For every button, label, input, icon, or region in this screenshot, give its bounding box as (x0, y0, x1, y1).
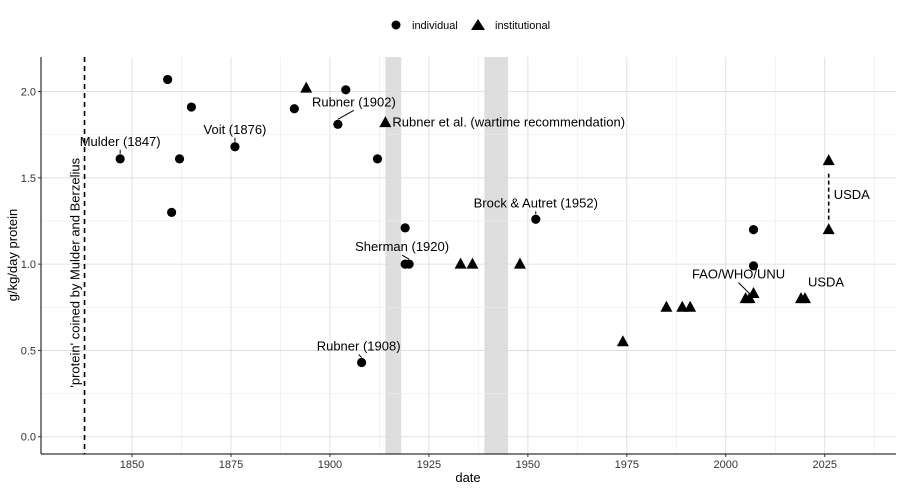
y-tick-label: 0.0 (21, 432, 36, 444)
x-tick-label: 1975 (615, 459, 639, 471)
point-individual (341, 85, 351, 95)
point-institutional (454, 257, 467, 269)
tick-labels: 1850 1875 1900 1925 1950 1975 2000 2025 0.0 0.5 1.… (21, 87, 837, 471)
point-institutional (300, 81, 313, 93)
x-tick-label: 1900 (318, 459, 342, 471)
point-institutional (747, 286, 760, 298)
point-individual (372, 154, 383, 164)
axes (40, 57, 896, 455)
point-individual (289, 104, 299, 114)
annotation-label: USDA (808, 275, 844, 290)
annotations: Mulder (1847) Voit (1876) Rubner (1902) Rub… (80, 94, 870, 353)
y-tick-label: 0.5 (21, 345, 36, 357)
x-tick-label: 1875 (219, 459, 243, 471)
x-tick-label: 2025 (813, 459, 837, 471)
grid (41, 57, 896, 454)
annotation-leader (401, 254, 410, 260)
point-individual (357, 357, 367, 368)
annotation-leader (337, 109, 355, 120)
annotation-label: Mulder (1847) (80, 134, 161, 149)
annotation-label: Rubner et al. (wartime recommendation) (392, 115, 625, 130)
point-individual (115, 154, 125, 164)
annotation-label: FAO/WHO/UNU (692, 267, 785, 282)
legend-label-institutional: institutional (495, 20, 550, 32)
legend-circle-marker (391, 20, 401, 30)
legend-label-individual: individual (412, 20, 458, 32)
y-tick-label: 1.0 (21, 259, 36, 271)
data-points (115, 74, 835, 368)
point-institutional (660, 300, 673, 312)
protein-coined-line: 'protein' coined by Mulder and Berzelius (68, 57, 86, 454)
annotation-label: USDA (834, 187, 870, 202)
point-individual (748, 225, 759, 235)
point-individual (167, 207, 177, 217)
point-individual (531, 214, 541, 224)
shaded-periods (385, 57, 509, 454)
x-tick-label: 1850 (120, 459, 144, 471)
legend: individual institutional (391, 19, 550, 32)
point-institutional (822, 154, 835, 166)
point-institutional (513, 257, 526, 269)
shaded-period-0 (385, 57, 402, 454)
point-institutional (466, 257, 479, 269)
x-tick-label: 1925 (417, 459, 441, 471)
y-tick-label: 2.0 (21, 87, 36, 99)
point-individual (404, 259, 414, 269)
point-individual (748, 261, 759, 271)
annotation-leader (358, 354, 362, 358)
protein-coined-label: 'protein' coined by Mulder and Berzelius (68, 157, 83, 387)
point-institutional (822, 223, 835, 235)
annotation-label: Sherman (1920) (355, 239, 449, 254)
point-institutional (684, 300, 697, 312)
point-institutional (616, 335, 629, 347)
legend-triangle-marker (471, 19, 485, 30)
y-tick-label: 1.5 (21, 173, 36, 185)
annotation-label: Rubner (1902) (312, 94, 396, 109)
point-individual (163, 74, 173, 85)
y-axis-title: g/kg/day protein (5, 209, 20, 302)
point-individual (186, 102, 197, 112)
point-individual (174, 154, 185, 164)
annotation-label: Voit (1876) (204, 122, 267, 137)
shaded-period-1 (484, 57, 509, 454)
annotation-leader (738, 282, 750, 295)
annotation-label: Rubner (1908) (317, 339, 401, 354)
point-institutional (676, 300, 689, 312)
annotation-leaders (119, 109, 750, 358)
annotation-label: Brock & Autret (1952) (474, 195, 598, 210)
x-tick-label: 1950 (516, 459, 540, 471)
point-individual (400, 223, 410, 233)
x-axis-title: date (455, 470, 480, 485)
point-individual (230, 142, 240, 152)
point-institutional (379, 116, 392, 128)
point-individual (333, 119, 343, 129)
point-institutional (798, 292, 811, 304)
x-tick-label: 2000 (714, 459, 738, 471)
